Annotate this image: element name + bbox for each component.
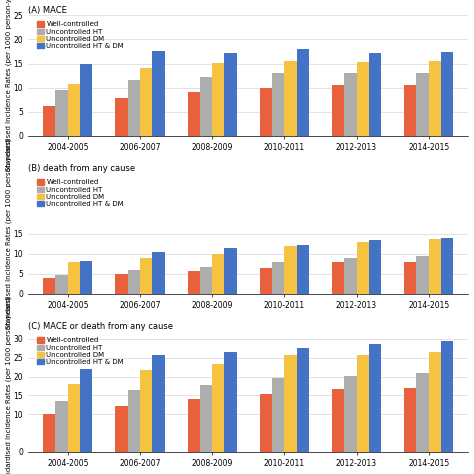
Bar xyxy=(332,389,344,452)
Bar xyxy=(356,242,369,294)
Bar xyxy=(55,401,68,452)
Bar xyxy=(200,385,212,452)
Bar xyxy=(404,85,417,136)
Bar xyxy=(224,247,237,294)
Bar xyxy=(224,352,237,452)
Bar xyxy=(188,92,200,136)
Bar xyxy=(260,394,272,452)
Bar xyxy=(55,275,68,294)
Bar xyxy=(344,376,356,452)
Y-axis label: Standardised Incidence Rates (per 1000 person-years): Standardised Incidence Rates (per 1000 p… xyxy=(6,138,12,329)
Bar xyxy=(152,356,164,452)
Bar xyxy=(369,53,381,136)
Bar xyxy=(356,355,369,452)
Bar xyxy=(68,263,80,294)
Bar xyxy=(188,399,200,452)
Bar xyxy=(404,388,417,452)
Bar xyxy=(369,344,381,452)
Bar xyxy=(417,73,429,136)
Bar xyxy=(200,77,212,136)
Bar xyxy=(429,61,441,136)
Bar xyxy=(344,258,356,294)
Bar xyxy=(441,52,453,136)
Text: (B) death from any cause: (B) death from any cause xyxy=(28,164,135,173)
Bar xyxy=(68,384,80,452)
Bar xyxy=(80,369,92,452)
Bar xyxy=(272,378,284,452)
Bar xyxy=(43,414,55,452)
Bar xyxy=(344,73,356,136)
Bar xyxy=(224,53,237,136)
Bar xyxy=(297,348,309,452)
Bar xyxy=(128,81,140,136)
Bar xyxy=(212,254,224,294)
Bar xyxy=(284,246,297,294)
Bar xyxy=(80,261,92,294)
Bar xyxy=(441,238,453,294)
Bar xyxy=(115,273,128,294)
Bar xyxy=(356,62,369,136)
Bar xyxy=(200,267,212,294)
Bar xyxy=(140,258,152,294)
Bar xyxy=(441,341,453,452)
Bar xyxy=(188,271,200,294)
Legend: Well-controlled, Uncontrolled HT, Uncontrolled DM, Uncontrolled HT & DM: Well-controlled, Uncontrolled HT, Uncont… xyxy=(36,336,125,366)
Bar xyxy=(332,263,344,294)
Bar xyxy=(115,98,128,136)
Bar xyxy=(140,68,152,136)
Bar xyxy=(332,85,344,136)
Legend: Well-controlled, Uncontrolled HT, Uncontrolled DM, Uncontrolled HT & DM: Well-controlled, Uncontrolled HT, Uncont… xyxy=(36,178,125,208)
Text: (C) MACE or death from any cause: (C) MACE or death from any cause xyxy=(28,321,173,330)
Bar xyxy=(55,90,68,136)
Bar xyxy=(272,73,284,136)
Bar xyxy=(417,256,429,294)
Y-axis label: Standardised Incidence Rates (per 1000 person-years): Standardised Incidence Rates (per 1000 p… xyxy=(6,296,12,474)
Bar xyxy=(212,364,224,452)
Y-axis label: Standardised Incidence Rates (per 1000 person-years): Standardised Incidence Rates (per 1000 p… xyxy=(6,0,12,171)
Bar xyxy=(43,106,55,136)
Bar xyxy=(128,390,140,452)
Legend: Well-controlled, Uncontrolled HT, Uncontrolled DM, Uncontrolled HT & DM: Well-controlled, Uncontrolled HT, Uncont… xyxy=(36,20,125,50)
Text: (A) MACE: (A) MACE xyxy=(28,6,67,15)
Bar xyxy=(68,84,80,136)
Bar xyxy=(284,61,297,136)
Bar xyxy=(429,239,441,294)
Bar xyxy=(297,48,309,136)
Bar xyxy=(80,64,92,136)
Bar xyxy=(369,240,381,294)
Bar xyxy=(297,245,309,294)
Bar xyxy=(272,262,284,294)
Bar xyxy=(140,370,152,452)
Bar xyxy=(152,51,164,136)
Bar xyxy=(212,63,224,136)
Bar xyxy=(115,406,128,452)
Bar xyxy=(260,268,272,294)
Bar xyxy=(43,278,55,294)
Bar xyxy=(260,88,272,136)
Bar xyxy=(404,262,417,294)
Bar xyxy=(429,352,441,452)
Bar xyxy=(152,252,164,294)
Bar xyxy=(128,270,140,294)
Bar xyxy=(417,373,429,452)
Bar xyxy=(284,356,297,452)
